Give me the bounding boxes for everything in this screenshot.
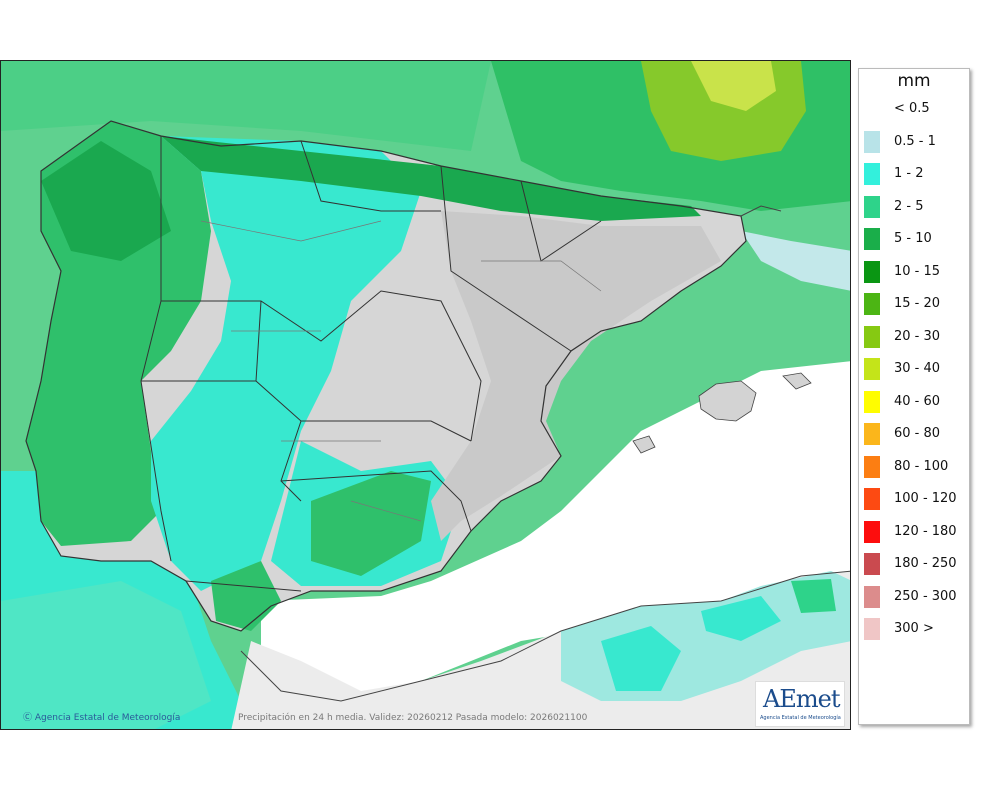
legend-swatch xyxy=(864,325,880,348)
legend-swatch xyxy=(864,585,880,608)
legend-item: 80 - 100 xyxy=(864,455,964,478)
legend-item: 1 - 2 xyxy=(864,163,964,185)
legend-swatch xyxy=(864,390,880,413)
legend-swatch xyxy=(864,195,880,218)
legend-item: 2 - 5 xyxy=(864,195,964,218)
legend-label: 60 - 80 xyxy=(894,426,941,441)
legend-swatch xyxy=(864,163,880,185)
credit-text: Agencia Estatal de Meteorología xyxy=(34,713,181,723)
legend-swatch xyxy=(864,423,880,445)
legend-swatch xyxy=(864,260,880,283)
legend-item: 40 - 60 xyxy=(864,390,964,413)
legend-swatch xyxy=(864,618,880,640)
legend-label: 15 - 20 xyxy=(894,296,941,311)
legend-item: 100 - 120 xyxy=(864,488,964,510)
legend-item: 60 - 80 xyxy=(864,423,964,445)
legend-swatch xyxy=(864,358,880,380)
map-caption: Precipitación en 24 h media. Validez: 20… xyxy=(238,713,588,723)
logo-word: AEmet xyxy=(763,685,840,713)
aemet-logo: AEmet Agencia Estatal de Meteorología xyxy=(755,681,845,727)
legend-label: 2 - 5 xyxy=(894,198,924,214)
legend-item: 15 - 20 xyxy=(864,293,964,315)
legend-item: 250 - 300 xyxy=(864,585,964,608)
legend-swatch xyxy=(864,130,880,153)
legend-label: 5 - 10 xyxy=(894,231,932,246)
legend-label: 120 - 180 xyxy=(894,523,957,539)
map-graphic xyxy=(1,61,850,729)
legend-swatch xyxy=(864,293,880,315)
legend-label: 250 - 300 xyxy=(894,588,957,604)
legend-swatch xyxy=(864,520,880,543)
legend-swatch xyxy=(864,553,880,575)
legend-item: < 0.5 xyxy=(864,98,964,120)
legend-label: 20 - 30 xyxy=(894,328,941,344)
legend-label: < 0.5 xyxy=(894,101,930,116)
legend-label: 40 - 60 xyxy=(894,393,941,409)
legend-item: 300 > xyxy=(864,618,964,640)
legend-label: 1 - 2 xyxy=(894,166,924,181)
legend-swatch xyxy=(864,228,880,250)
legend-item: 10 - 15 xyxy=(864,260,964,283)
legend-label: 10 - 15 xyxy=(894,263,941,279)
logo-subtitle: Agencia Estatal de Meteorología xyxy=(760,715,841,721)
precipitation-legend: mm < 0.5 0.5 - 1 1 - 2 2 - 5 5 - 10 10 - 15 15… xyxy=(858,68,970,725)
legend-item: 180 - 250 xyxy=(864,553,964,575)
legend-label: 30 - 40 xyxy=(894,361,941,376)
precipitation-map: Ⓒ Agencia Estatal de Meteorología Precip… xyxy=(0,60,851,730)
legend-label: 80 - 100 xyxy=(894,458,949,474)
legend-swatch xyxy=(864,488,880,510)
legend-item: 120 - 180 xyxy=(864,520,964,543)
copyright-icon: Ⓒ xyxy=(23,713,35,723)
legend-item: 5 - 10 xyxy=(864,228,964,250)
legend-label: 0.5 - 1 xyxy=(894,133,936,149)
legend-item: 0.5 - 1 xyxy=(864,130,964,153)
legend-item: 20 - 30 xyxy=(864,325,964,348)
legend-label: 180 - 250 xyxy=(894,556,957,571)
legend-label: 300 > xyxy=(894,621,934,636)
legend-swatch xyxy=(864,455,880,478)
agency-credit: Ⓒ Agencia Estatal de Meteorología xyxy=(23,710,180,723)
legend-label: 100 - 120 xyxy=(894,491,957,506)
legend-item: 30 - 40 xyxy=(864,358,964,380)
legend-title: mm xyxy=(897,71,931,91)
legend-swatch xyxy=(864,98,880,120)
